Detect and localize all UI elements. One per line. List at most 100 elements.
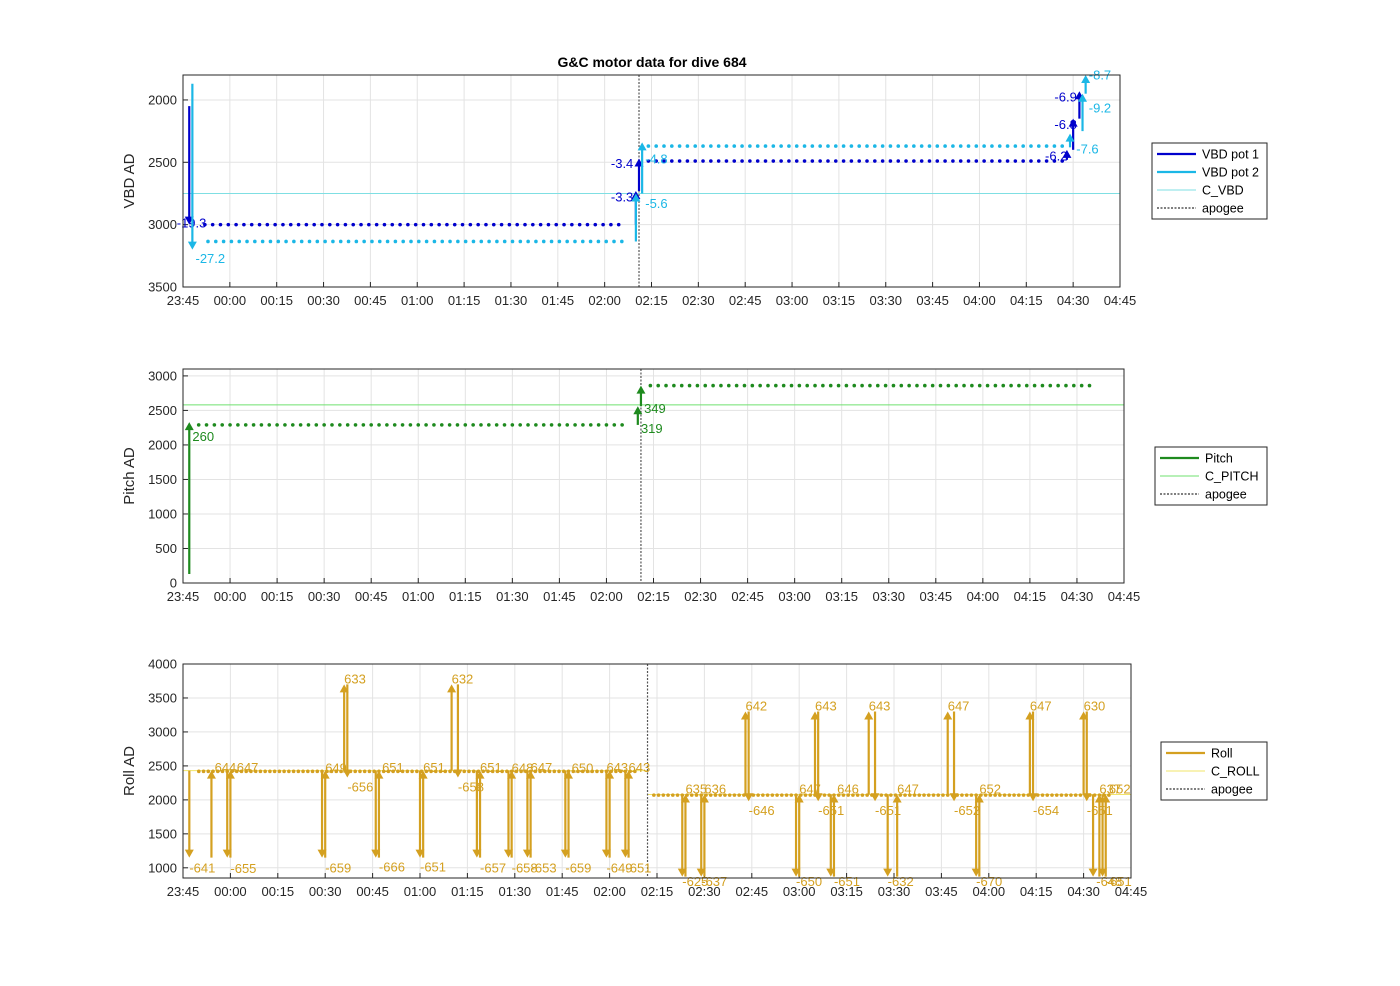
vbd-legend-entry: VBD pot 1 (1202, 148, 1259, 162)
vbd-data-point (912, 159, 916, 163)
pitch-xtick-label: 04:45 (1108, 589, 1141, 604)
roll-data-point (296, 769, 301, 774)
vbd-arrow-head (1065, 133, 1075, 142)
vbd-data-point (888, 144, 893, 148)
vbd-data-point (265, 222, 270, 227)
roll-arrow-label: -666 (379, 860, 405, 875)
vbd-data-point (554, 222, 559, 227)
vbd-data-point (865, 144, 869, 148)
vbd-data-point (523, 222, 527, 227)
roll-arrow-head (794, 794, 804, 803)
vbd-data-point (771, 159, 776, 163)
roll-arrow-label: -651 (834, 874, 860, 889)
roll-data-point (277, 769, 282, 774)
vbd-data-point (367, 222, 371, 227)
roll-data-point (552, 769, 557, 774)
roll-xtick-label: 00:00 (214, 884, 247, 899)
roll-data-point (486, 769, 490, 774)
vbd-data-point (677, 144, 682, 148)
vbd-data-point (284, 239, 288, 244)
vbd-data-point (487, 239, 491, 244)
pitch-arrow-label: 349 (644, 401, 666, 416)
vbd-data-point (549, 239, 554, 244)
roll-data-point (983, 793, 988, 797)
vbd-data-point (573, 239, 577, 244)
pitch-data-point (220, 423, 225, 427)
roll-arrow-head (342, 769, 352, 778)
roll-arrow-head (949, 793, 959, 802)
roll-data-point (282, 769, 286, 774)
vbd-data-point (362, 239, 366, 244)
vbd-data-point (1060, 159, 1065, 163)
roll-arrow-head (507, 770, 517, 779)
vbd-data-point (927, 144, 932, 148)
vbd-data-point (1013, 159, 1018, 163)
pitch-data-point (338, 423, 342, 427)
roll-arrow-head (418, 770, 428, 779)
vbd-data-point (315, 239, 320, 244)
roll-arrow-label: -652 (954, 803, 980, 818)
roll-data-point (1017, 793, 1021, 797)
pitch-data-point (711, 383, 715, 388)
vbd-data-point (327, 222, 332, 227)
vbd-data-point (234, 222, 238, 227)
vbd-data-point (873, 144, 877, 148)
pitch-xtick-label: 03:45 (920, 589, 953, 604)
pitch-data-point (455, 423, 460, 427)
roll-data-point (675, 793, 680, 797)
roll-data-point (301, 769, 305, 774)
vbd-data-point (997, 144, 1002, 148)
roll-arrow-head (564, 770, 574, 779)
pitch-data-point (923, 383, 927, 388)
roll-xtick-label: 04:30 (1067, 884, 1100, 899)
pitch-data-point (664, 383, 668, 388)
roll-data-point (580, 769, 585, 774)
roll-xtick-label: 04:00 (973, 884, 1006, 899)
roll-data-point (846, 793, 850, 797)
vbd-data-point (1036, 159, 1041, 163)
roll-data-point (708, 793, 713, 797)
roll-data-point (689, 793, 694, 797)
pitch-data-point (322, 423, 326, 427)
roll-legend-entry: C_ROLL (1211, 765, 1260, 779)
vbd-data-point (335, 222, 340, 227)
pitch-data-point (1001, 383, 1006, 388)
pitch-ytick-label: 2500 (148, 403, 177, 418)
roll-data-point (841, 793, 846, 797)
vbd-xtick-label: 03:00 (776, 293, 809, 308)
vbd-data-point (709, 144, 713, 148)
roll-arrow-label: 647 (531, 760, 553, 775)
pitch-arrow-head (184, 422, 194, 431)
vbd-data-point (662, 144, 666, 148)
pitch-data-point (487, 423, 491, 427)
roll-data-point (656, 793, 661, 797)
vbd-xtick-label: 03:15 (823, 293, 856, 308)
vbd-xtick-label: 00:15 (260, 293, 293, 308)
pitch-data-point (275, 423, 279, 427)
pitch-data-point (416, 423, 421, 427)
roll-arrow-label: -641 (189, 860, 215, 875)
vbd-data-point (296, 222, 301, 227)
vbd-data-point (802, 159, 807, 163)
pitch-data-point (954, 383, 958, 388)
vbd-xtick-label: 00:00 (214, 293, 247, 308)
vbd-data-point (912, 144, 916, 148)
pitch-data-point (604, 423, 609, 427)
vbd-data-point (927, 159, 932, 163)
roll-data-point (1078, 793, 1083, 797)
vbd-data-point (646, 144, 651, 148)
pitch-data-point (518, 423, 522, 427)
pitch-data-point (679, 383, 684, 388)
roll-arrow-label: 647 (1030, 699, 1052, 714)
pitch-xtick-label: 02:30 (684, 589, 717, 604)
vbd-xtick-label: 01:15 (448, 293, 481, 308)
roll-arrow-head (813, 793, 823, 802)
vbd-data-point (794, 144, 799, 148)
pitch-data-point (703, 383, 708, 388)
roll-xtick-label: 02:30 (688, 884, 721, 899)
roll-arrow-head (1028, 793, 1038, 802)
vbd-data-point (1044, 159, 1049, 163)
roll-arrow-label: -646 (749, 803, 775, 818)
roll-xtick-label: 03:15 (830, 884, 863, 899)
